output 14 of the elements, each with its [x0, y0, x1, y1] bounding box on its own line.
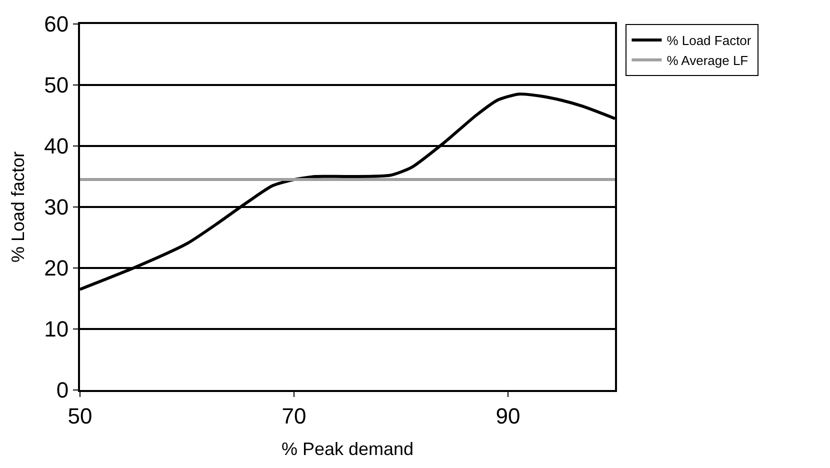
x-tick-label: 90 [496, 403, 520, 428]
y-tick-label: 10 [44, 316, 69, 342]
x-axis-title: % Peak demand [281, 439, 414, 459]
y-tick-label: 20 [44, 256, 69, 281]
x-tick-label: 50 [68, 403, 92, 428]
y-tick-label: 40 [44, 134, 69, 159]
y-tick-label: 50 [44, 72, 69, 98]
y-axis-title: % Load factor [8, 151, 28, 263]
legend-label: % Average LF [666, 52, 748, 68]
y-tick-label: 60 [44, 12, 69, 37]
y-tick-label: 0 [56, 378, 69, 403]
y-tick-label: 30 [44, 194, 69, 220]
legend-label: % Load Factor [666, 33, 752, 48]
x-tick-label: 70 [282, 403, 306, 428]
